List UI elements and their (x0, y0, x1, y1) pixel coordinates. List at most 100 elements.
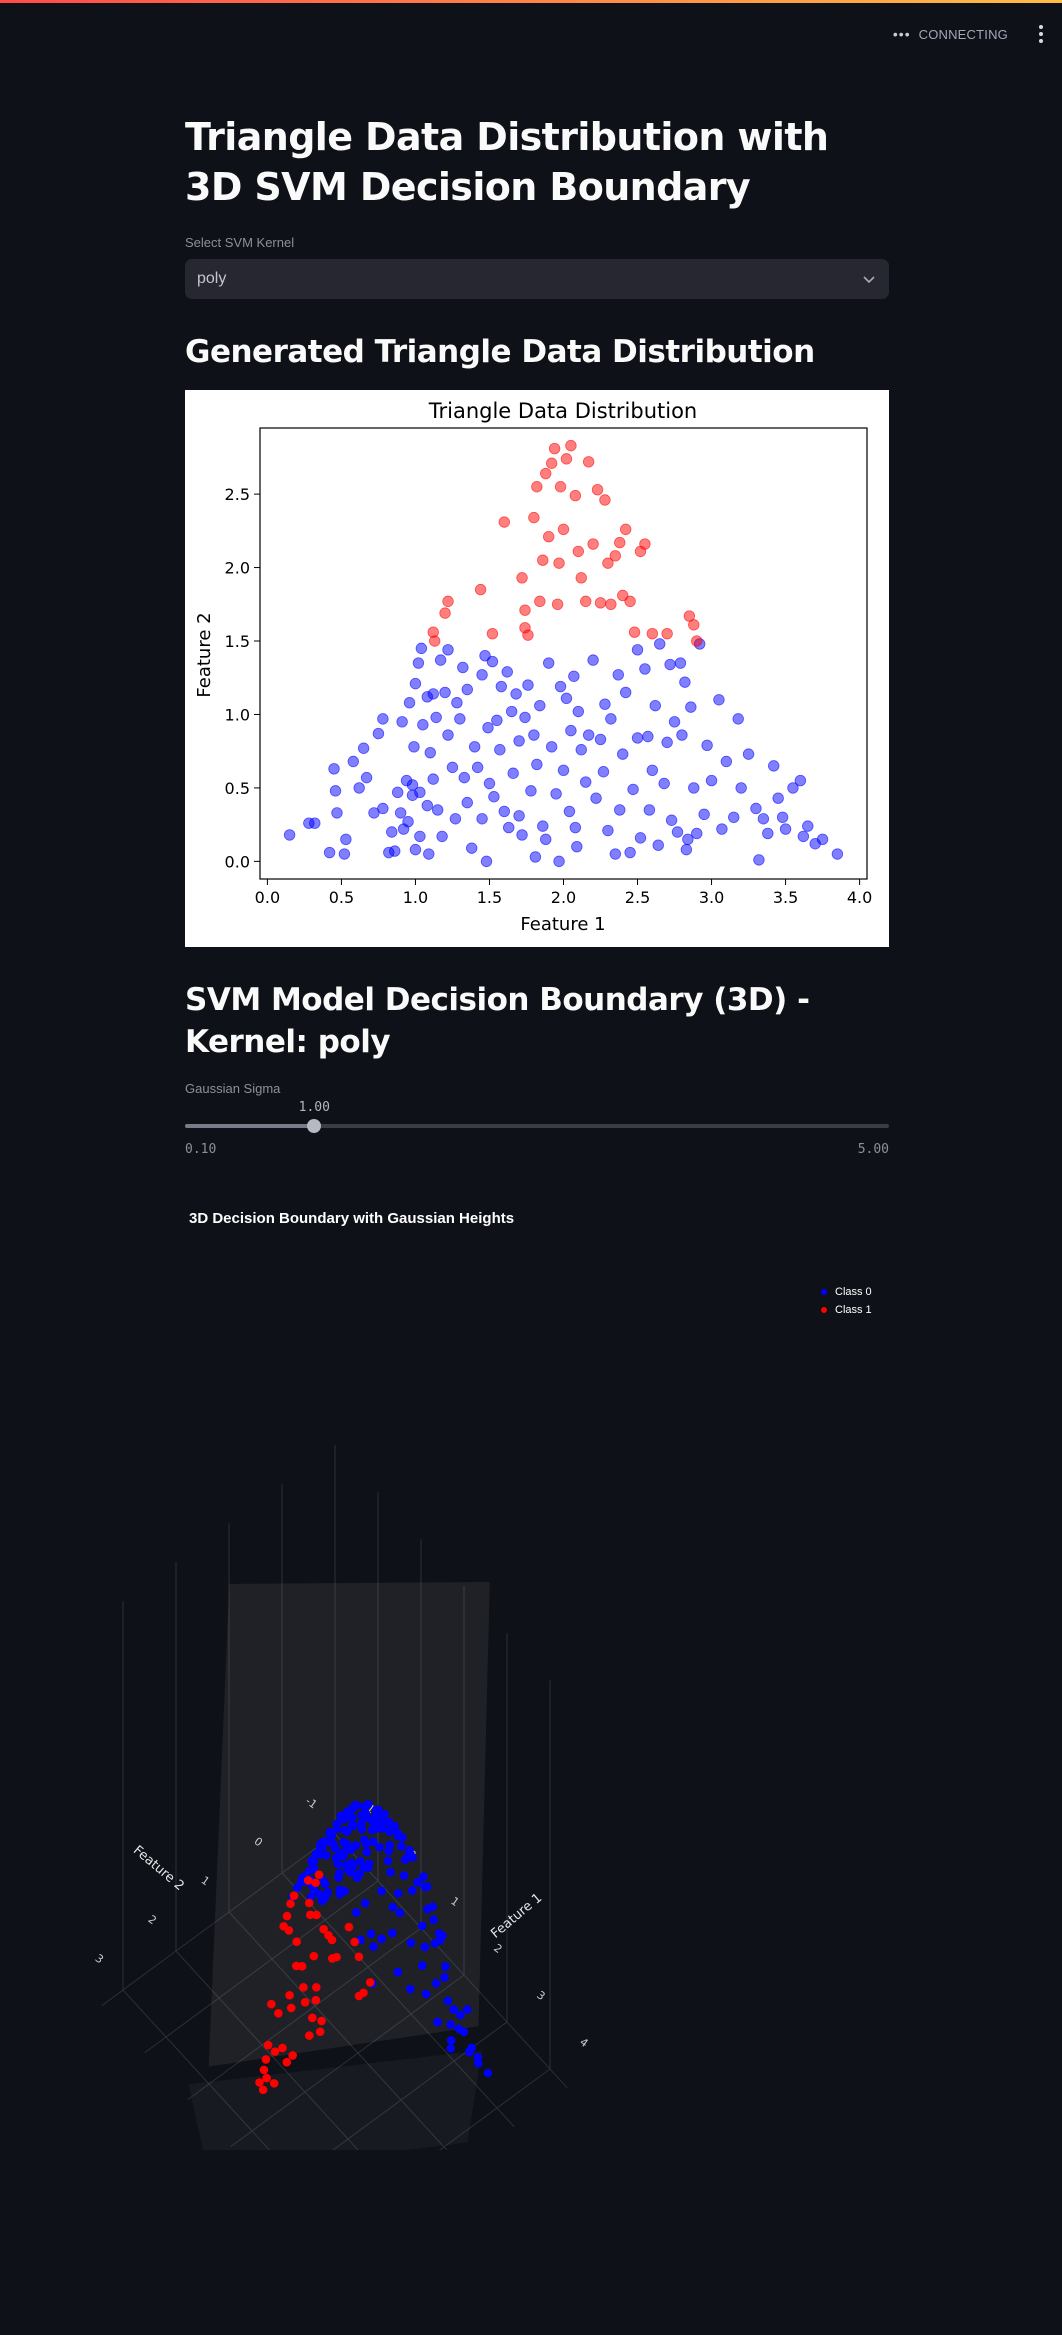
grid-line (101, 1833, 336, 2007)
data-point-class-0 (494, 744, 506, 756)
grid-line (144, 1880, 379, 2054)
data-point-class-0 (779, 823, 792, 835)
sigma-slider[interactable]: 1.00 0.10 5.00 (185, 1100, 889, 1160)
scene-point-class-0 (393, 1829, 402, 1838)
scene-point-class-0 (296, 1877, 306, 1887)
data-point-class-0 (516, 829, 528, 841)
scene-point-class-0 (368, 1817, 378, 1826)
data-point-class-0 (454, 713, 466, 725)
scene-point-class-0 (377, 1934, 386, 1944)
slider-track[interactable] (185, 1124, 889, 1128)
data-point-class-0 (338, 848, 351, 860)
data-point-class-0 (665, 814, 678, 826)
data-point-class-1 (516, 572, 528, 584)
slider-fill (185, 1124, 315, 1128)
scene-point-class-0 (385, 1840, 394, 1850)
slider-thumb[interactable] (307, 1119, 322, 1133)
scene-point-class-0 (443, 1996, 453, 2006)
scene-point-class-1 (312, 1983, 321, 1992)
data-point-class-0 (599, 698, 611, 710)
scene-point-class-0 (423, 1904, 432, 1914)
status-text: CONNECTING (918, 26, 1008, 42)
data-point-class-0 (698, 808, 710, 821)
data-point-class-0 (323, 846, 336, 859)
data-point-class-0 (671, 826, 684, 838)
x-tick-label: 1.5 (477, 888, 502, 907)
data-point-class-1 (442, 595, 454, 608)
data-point-class-0 (329, 785, 342, 797)
x-tick-label: 4 (577, 2035, 590, 2050)
scene-point-class-1 (312, 1910, 321, 1920)
data-point-class-1 (542, 531, 555, 543)
data-point-class-0 (762, 827, 774, 840)
scene-point-class-0 (464, 2047, 474, 2057)
x-tick-label: 2 (491, 1941, 504, 1956)
data-point-class-0 (403, 697, 416, 709)
scene-point-class-0 (385, 1826, 395, 1836)
data-point-class-0 (476, 669, 488, 681)
data-point-class-0 (461, 796, 473, 809)
data-point-class-0 (705, 774, 718, 787)
y-tick-label: 2.0 (225, 559, 250, 578)
scene-point-class-1 (258, 2085, 268, 2095)
scene-point-class-0 (474, 2059, 483, 2068)
data-point-class-1 (614, 536, 626, 549)
surface-patch (188, 2050, 482, 2150)
data-point-class-0 (510, 688, 522, 700)
scene-point-class-1 (288, 2051, 297, 2060)
legend-item-class-0[interactable]: Class 0 (821, 1283, 872, 1301)
data-point-class-0 (565, 724, 577, 737)
data-point-class-0 (634, 832, 647, 844)
y-tick-label: 1.0 (225, 705, 250, 724)
scene-point-class-0 (406, 1938, 416, 1948)
main-menu-button[interactable] (1034, 22, 1048, 46)
scene-point-class-0 (449, 2005, 458, 2014)
y-tick-label: 2 (146, 1913, 159, 1928)
data-point-class-0 (519, 711, 531, 724)
plot-frame (259, 427, 868, 880)
scene-point-class-0 (361, 1809, 371, 1819)
data-point-class-0 (431, 804, 444, 816)
data-point-class-0 (550, 788, 562, 800)
data-point-class-0 (674, 657, 687, 669)
legend-swatch-class-0 (821, 1289, 827, 1295)
data-point-class-0 (605, 713, 617, 725)
data-point-class-0 (554, 680, 567, 693)
data-point-class-0 (503, 821, 515, 834)
data-point-class-0 (442, 729, 454, 741)
scene-point-class-0 (430, 1938, 440, 1948)
data-point-class-0 (652, 839, 664, 851)
scene-points (255, 1799, 493, 2095)
legend-item-class-1[interactable]: Class 1 (821, 1301, 872, 1319)
data-point-class-1 (605, 598, 617, 610)
data-point-class-0 (391, 786, 404, 799)
scene-point-class-0 (362, 1847, 372, 1857)
scene-point-class-0 (446, 2036, 456, 2045)
scene-point-class-1 (284, 1926, 294, 1935)
scene-point-class-0 (351, 1841, 361, 1850)
scene-point-class-0 (355, 1857, 365, 1866)
scene-point-class-0 (362, 1839, 371, 1849)
y-axis-title: Feature 2 (130, 1843, 187, 1894)
data-point-class-0 (631, 732, 644, 744)
data-point-class-1 (572, 545, 585, 558)
data-point-class-0 (658, 777, 670, 790)
data-point-class-1 (599, 494, 611, 506)
data-point-class-0 (414, 830, 426, 843)
data-point-class-0 (423, 848, 435, 860)
data-point-class-1 (528, 511, 540, 524)
scene-point-class-0 (315, 1842, 325, 1852)
data-point-class-0 (531, 758, 543, 771)
data-point-class-0 (360, 771, 373, 784)
slider-min-label: 0.10 (185, 1142, 217, 1157)
kernel-select[interactable]: poly (185, 259, 889, 299)
scene-point-class-1 (261, 2055, 271, 2064)
scene-point-class-0 (386, 1867, 395, 1877)
scene-point-class-1 (311, 1878, 320, 1888)
scene-point-class-1 (267, 1999, 276, 2009)
data-point-class-0 (571, 840, 583, 853)
data-point-class-1 (486, 627, 499, 640)
data-point-class-0 (757, 813, 770, 825)
kernel-select-value: poly (197, 270, 227, 287)
